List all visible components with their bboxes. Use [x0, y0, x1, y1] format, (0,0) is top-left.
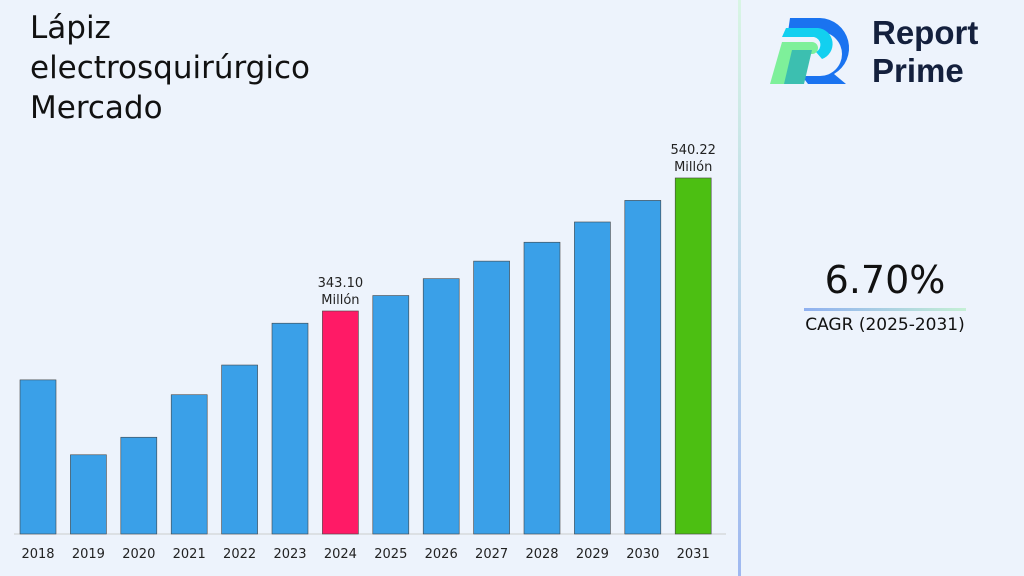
tick-label-2021: 2021	[173, 547, 206, 562]
bar-chart: 2018 2019 2020 2021 2022 2023 2024 343.10 Millón…	[14, 143, 726, 562]
data-label-value-2024: 343.10	[318, 276, 364, 291]
tick-label-2019: 2019	[72, 547, 105, 562]
logo-line2: Prime	[872, 52, 964, 89]
logo-line1: Report	[872, 14, 979, 51]
data-label-unit-2024: Millón	[321, 293, 359, 308]
tick-label-2030: 2030	[626, 547, 659, 562]
cagr-value: 6.70%	[824, 258, 946, 302]
logo-text: Report Prime	[872, 14, 978, 90]
tick-label-2020: 2020	[122, 547, 155, 562]
bar-2023	[271, 322, 309, 535]
cagr-underline	[804, 308, 966, 311]
tick-label-2028: 2028	[525, 547, 558, 562]
data-label-value-2031: 540.22	[670, 143, 716, 158]
bar-2018	[19, 379, 57, 535]
bar-2030	[624, 200, 662, 535]
bar-2020	[120, 436, 158, 535]
bar-2019	[70, 454, 107, 535]
bar-2021	[170, 394, 208, 535]
cagr-label: CAGR (2025-2031)	[805, 315, 965, 335]
cagr-panel: 6.70% CAGR (2025-2031)	[800, 258, 970, 335]
tick-label-2025: 2025	[374, 547, 407, 562]
bar-2028	[523, 241, 561, 535]
report-prime-logo	[770, 18, 850, 84]
tick-label-2031: 2031	[677, 547, 710, 562]
bar-2031	[674, 177, 712, 535]
bar-2027	[473, 260, 510, 535]
tick-label-2023: 2023	[273, 547, 306, 562]
tick-label-2026: 2026	[425, 547, 458, 562]
bar-2022	[221, 364, 258, 535]
bar-2024	[322, 310, 359, 535]
tick-label-2018: 2018	[21, 547, 54, 562]
bar-2029	[574, 221, 611, 535]
bar-2025	[372, 295, 410, 535]
divider	[738, 0, 741, 576]
tick-label-2027: 2027	[475, 547, 508, 562]
data-label-unit-2031: Millón	[674, 160, 712, 175]
chart-title: Lápiz electrosquirúrgico Mercado	[30, 10, 310, 126]
tick-label-2022: 2022	[223, 547, 256, 562]
bar-2026	[422, 278, 460, 535]
tick-label-2024: 2024	[324, 547, 357, 562]
tick-label-2029: 2029	[576, 547, 609, 562]
